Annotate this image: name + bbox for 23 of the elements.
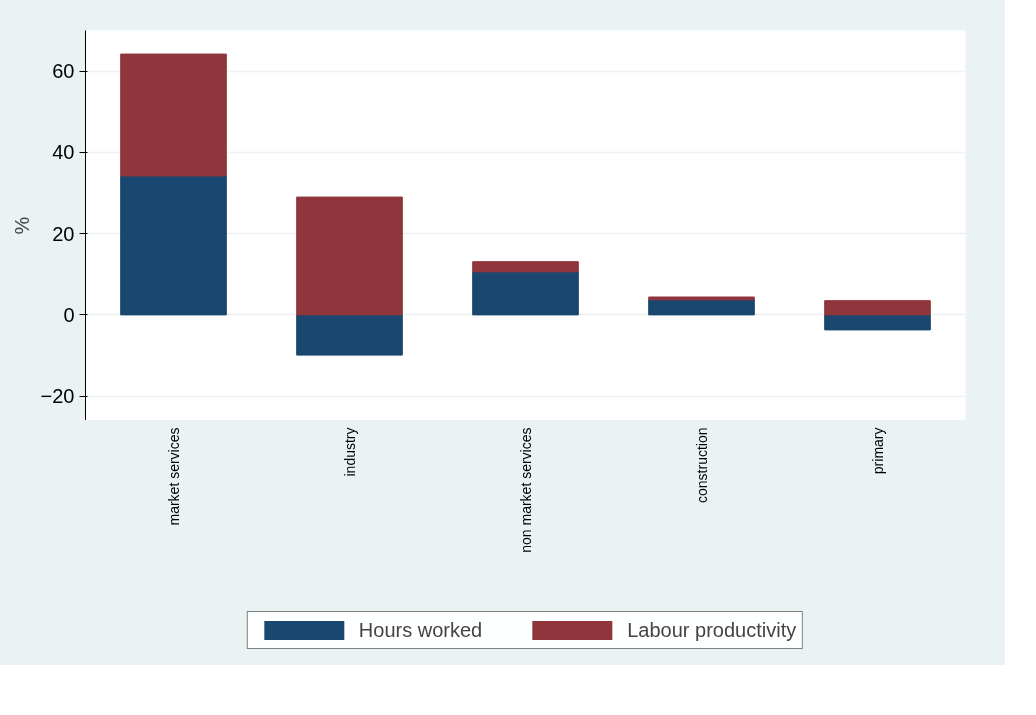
y-tick-label: −20: [40, 385, 75, 408]
bar: [824, 300, 931, 316]
x-tick-label: primary: [869, 427, 886, 475]
y-tick-label: 40: [52, 141, 75, 164]
bar: [472, 261, 579, 273]
y-tick-label: 0: [63, 303, 75, 326]
y-axis-title: %: [10, 216, 33, 235]
y-tick-label: 60: [52, 60, 75, 83]
legend-label: Hours worked: [358, 618, 483, 642]
bar: [472, 271, 579, 316]
y-tick-label: 20: [52, 222, 75, 245]
x-tick-label: industry: [341, 427, 358, 477]
legend-label: Labour productivity: [627, 618, 797, 642]
x-tick-label: market services: [165, 427, 182, 526]
x-tick-label: construction: [693, 427, 710, 503]
bar: [648, 296, 755, 301]
bar: [120, 175, 227, 316]
bar: [120, 53, 227, 177]
x-tick-label: non market services: [517, 427, 534, 553]
bar: [296, 314, 403, 356]
bar: [824, 314, 931, 331]
bar: [648, 299, 755, 316]
bar: [296, 196, 403, 316]
